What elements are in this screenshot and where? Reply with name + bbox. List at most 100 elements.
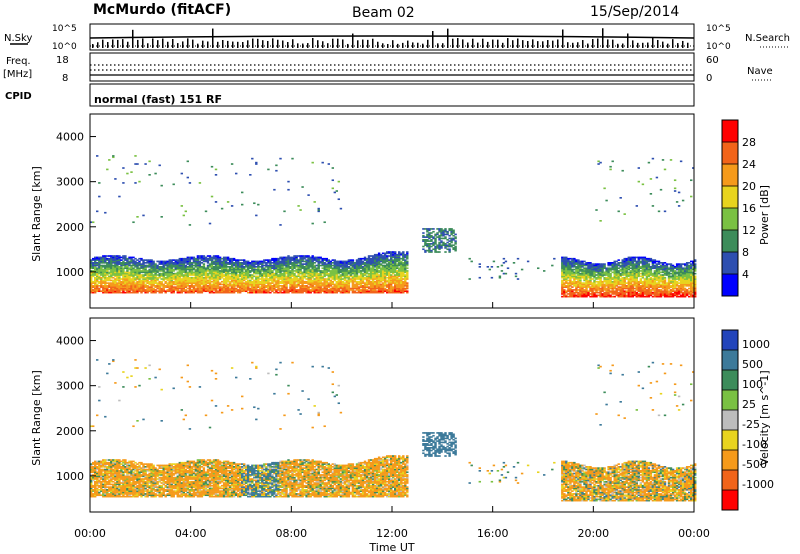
power-cell <box>383 275 387 278</box>
power-cell <box>381 286 385 288</box>
power-cell <box>345 264 349 267</box>
power-cell <box>269 285 272 287</box>
power-cell <box>317 264 320 267</box>
power-cell <box>561 262 564 264</box>
power-cell <box>313 283 316 286</box>
power-cell <box>305 275 308 278</box>
power-cell <box>301 275 304 278</box>
power-cell <box>317 268 320 271</box>
nsky-bar <box>362 39 364 48</box>
power-cell <box>597 160 600 163</box>
power-cell <box>301 274 304 276</box>
nsky-bar <box>457 38 459 48</box>
power-cell <box>241 271 244 274</box>
power-cell <box>132 286 135 288</box>
power-cell <box>186 262 190 264</box>
power-cell <box>218 271 222 274</box>
power-cell <box>289 274 292 276</box>
power-cell <box>198 286 202 288</box>
power-cell <box>138 285 141 287</box>
power-cell <box>108 268 111 271</box>
power-cell <box>319 264 322 267</box>
power-cell <box>311 267 314 270</box>
power-cell <box>226 274 230 276</box>
power-cell <box>285 262 288 264</box>
power-cell <box>114 266 117 268</box>
power-cell <box>158 280 161 283</box>
power-cell <box>307 264 310 267</box>
power-cell <box>319 283 322 286</box>
power-cell <box>575 263 578 265</box>
power-cell <box>363 266 367 268</box>
nsky-bar <box>617 43 619 48</box>
power-cell <box>591 294 594 297</box>
power-cell <box>512 262 516 264</box>
power-cell <box>589 289 592 291</box>
power-cell <box>551 264 554 267</box>
power-cell <box>247 271 250 274</box>
power-cell <box>94 272 97 275</box>
nsky-bar <box>422 43 424 48</box>
nsky-bar <box>127 41 129 48</box>
power-cell <box>98 290 101 293</box>
power-cell <box>595 276 598 279</box>
power-cell <box>206 262 210 264</box>
power-cell <box>297 271 300 274</box>
power-cell <box>239 268 242 271</box>
power-cell <box>335 282 339 284</box>
power-cell <box>142 259 145 261</box>
power-cell <box>311 290 314 293</box>
power-cell <box>331 289 335 291</box>
power-cell <box>94 257 97 260</box>
power-cell <box>573 260 576 263</box>
power-cell <box>162 274 165 276</box>
power-cell <box>589 266 592 268</box>
power-cell <box>184 257 188 260</box>
power-cell <box>392 280 395 283</box>
power-cell <box>128 268 131 271</box>
power-cell <box>365 262 369 264</box>
power-cell <box>118 262 121 264</box>
power-cell <box>383 260 387 263</box>
power-cell <box>138 267 141 270</box>
power-cell <box>106 285 109 287</box>
power-cell <box>255 275 258 278</box>
power-cell <box>349 275 353 278</box>
power-cell <box>218 282 222 284</box>
power-cell <box>138 280 141 283</box>
power-cell <box>164 274 167 276</box>
power-cell <box>583 286 586 288</box>
power-cell <box>192 257 196 260</box>
power-cell <box>164 262 167 264</box>
power-cell <box>325 270 329 272</box>
power-cell <box>247 270 250 272</box>
power-cell <box>287 259 290 261</box>
power-cell <box>188 282 192 284</box>
power-cell <box>424 249 427 252</box>
power-cell <box>571 291 574 294</box>
power-cell <box>317 266 320 268</box>
power-cell <box>595 285 598 287</box>
power-cell <box>379 256 383 259</box>
power-cell <box>206 287 210 290</box>
power-cell <box>251 274 254 276</box>
station-title: McMurdo (fitACF) <box>93 2 231 18</box>
power-cell <box>94 259 97 261</box>
power-cell <box>118 278 121 280</box>
power-cell <box>216 291 220 294</box>
nsky-bar <box>367 39 369 48</box>
power-cell <box>295 289 298 291</box>
power-cell <box>367 287 371 290</box>
power-cell <box>100 290 103 293</box>
power-cell <box>315 268 318 271</box>
power-cell <box>426 234 429 237</box>
power-cell <box>92 263 95 265</box>
power-cell <box>583 268 586 271</box>
power-cell <box>176 283 180 286</box>
power-cell <box>287 255 290 257</box>
power-cell <box>400 267 403 270</box>
power-cell <box>307 278 310 280</box>
power-cell <box>232 285 236 287</box>
power-cell <box>102 260 105 263</box>
power-cell <box>108 266 111 268</box>
